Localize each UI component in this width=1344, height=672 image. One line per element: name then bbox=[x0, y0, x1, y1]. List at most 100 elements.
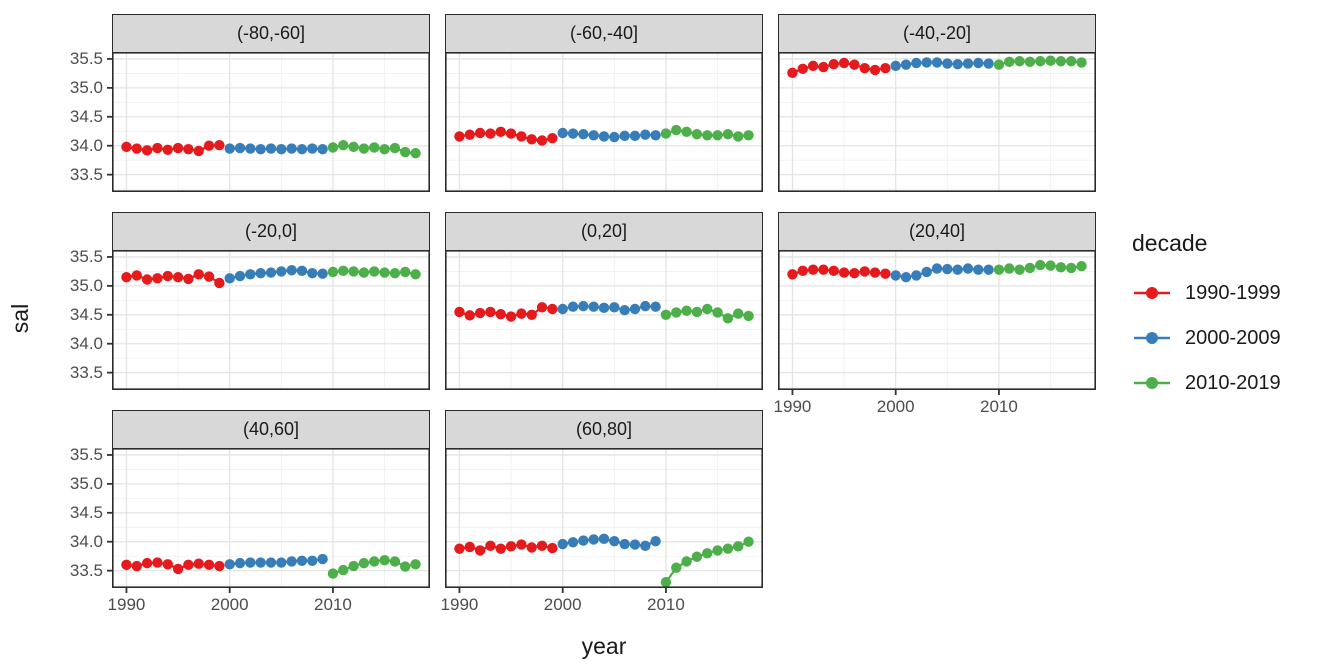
series-2010-2019 bbox=[660, 536, 754, 588]
grid-major bbox=[445, 250, 763, 390]
facet: (-60,-40] bbox=[445, 14, 763, 192]
series-2010-2019 bbox=[993, 55, 1087, 70]
y-tick-label: 34.5 bbox=[69, 304, 103, 324]
facet-panel bbox=[445, 448, 763, 593]
grid-minor bbox=[445, 250, 763, 390]
facet-strip-label: (-80,-60] bbox=[236, 23, 306, 43]
facet-panel bbox=[107, 52, 430, 192]
facet-strip-label: (40,60] bbox=[242, 419, 300, 439]
legend-key-icon bbox=[1134, 287, 1170, 299]
series-2010-2019 bbox=[327, 265, 421, 280]
x-tick-label: 2000 bbox=[210, 595, 249, 614]
legend-entry-label: 2000-2009 bbox=[1185, 326, 1281, 349]
facet: (-80,-60] bbox=[107, 14, 430, 192]
legend-entries: 1990-1999 2000-2009 2010-2019 bbox=[1132, 279, 1281, 397]
y-tick-label: 34.0 bbox=[69, 333, 103, 353]
series-1990-1999 bbox=[787, 264, 891, 280]
series-1990-1999 bbox=[454, 126, 558, 146]
axis-ticks bbox=[107, 58, 112, 176]
y-tick-label: 33.5 bbox=[69, 560, 103, 580]
grid-major bbox=[112, 250, 430, 390]
facet-strip-label: (-20,0] bbox=[244, 221, 298, 241]
y-tick-label: 35.0 bbox=[69, 275, 103, 295]
grid-major bbox=[445, 52, 763, 192]
y-tick-label: 35.5 bbox=[69, 48, 103, 68]
facet-strip-label: (-40,-20] bbox=[902, 23, 972, 43]
series-2010-2019 bbox=[327, 555, 421, 579]
facet-panel bbox=[107, 448, 430, 593]
legend-entry-label: 1990-1999 bbox=[1185, 281, 1281, 304]
facet-strip-label: (20,40] bbox=[908, 221, 966, 241]
x-tick-label: 2010 bbox=[980, 397, 1018, 416]
grid-minor bbox=[445, 52, 763, 192]
facet-panel bbox=[778, 250, 1096, 395]
series-2010-2019 bbox=[660, 124, 754, 142]
series-2000-2009 bbox=[224, 553, 328, 570]
facet-strip: (0,20] bbox=[445, 212, 763, 250]
series-2010-2019 bbox=[993, 259, 1087, 275]
series-2000-2009 bbox=[224, 265, 328, 284]
legend-key-icon bbox=[1134, 332, 1170, 344]
grid-major bbox=[778, 52, 1096, 192]
series-2010-2019 bbox=[660, 303, 754, 324]
y-tick-label: 35.5 bbox=[69, 246, 103, 266]
facet: (40,60] bbox=[107, 410, 430, 593]
facet: (0,20] bbox=[445, 212, 763, 390]
x-tick-label: 1990 bbox=[773, 397, 812, 416]
grid-minor bbox=[112, 52, 430, 192]
legend-entry-label: 2010-2019 bbox=[1185, 371, 1281, 394]
facet-strip: (20,40] bbox=[778, 212, 1096, 250]
y-tick-label: 34.5 bbox=[69, 106, 103, 126]
grid-major bbox=[112, 448, 430, 588]
facet-strip: (60,80] bbox=[445, 410, 763, 448]
series-2000-2009 bbox=[224, 142, 328, 155]
series-2000-2009 bbox=[557, 533, 661, 551]
facet-strip: (-20,0] bbox=[112, 212, 430, 250]
facet-strip: (-40,-20] bbox=[778, 14, 1096, 52]
axis-ticks bbox=[107, 256, 112, 374]
legend-entry: 2010-2019 bbox=[1132, 369, 1281, 397]
axis-ticks bbox=[791, 390, 1000, 395]
facet: (20,40] bbox=[778, 212, 1096, 395]
facet-strip: (-80,-60] bbox=[112, 14, 430, 52]
legend-key-icon bbox=[1134, 377, 1170, 389]
facet-panel bbox=[778, 52, 1096, 192]
facet: (-20,0] bbox=[107, 212, 430, 390]
y-tick-label: 35.0 bbox=[69, 77, 103, 97]
facet-panel bbox=[445, 52, 763, 192]
facet-strip: (-60,-40] bbox=[445, 14, 763, 52]
series-2000-2009 bbox=[557, 300, 661, 316]
series-1990-1999 bbox=[121, 269, 225, 289]
axis-ticks bbox=[458, 588, 667, 593]
legend-entry: 1990-1999 bbox=[1132, 279, 1281, 307]
grid-minor bbox=[778, 52, 1096, 192]
series-1990-1999 bbox=[454, 302, 558, 322]
axis-ticks bbox=[107, 454, 334, 593]
y-tick-label: 35.0 bbox=[69, 473, 103, 493]
facet-strip-label: (0,20] bbox=[580, 221, 628, 241]
facet-panel bbox=[445, 250, 763, 390]
facet: (-40,-20] bbox=[778, 14, 1096, 192]
y-tick-label: 34.0 bbox=[69, 531, 103, 551]
series-1990-1999 bbox=[121, 139, 225, 157]
legend-entry: 2000-2009 bbox=[1132, 324, 1281, 352]
y-tick-label: 35.5 bbox=[69, 444, 103, 464]
x-tick-label: 2000 bbox=[543, 595, 582, 614]
facet-strip: (40,60] bbox=[112, 410, 430, 448]
series-1990-1999 bbox=[454, 539, 558, 556]
series-2000-2009 bbox=[890, 263, 994, 283]
facet-strip-label: (60,80] bbox=[575, 419, 633, 439]
y-axis-title: sal bbox=[7, 303, 34, 334]
x-axis-title: year bbox=[581, 633, 627, 659]
x-tick-label: 1990 bbox=[440, 595, 479, 614]
x-tick-label: 2010 bbox=[647, 595, 685, 614]
grid-major bbox=[445, 448, 763, 588]
x-tick-label: 1990 bbox=[107, 595, 146, 614]
x-tick-label: 2000 bbox=[876, 397, 915, 416]
legend: decade 1990-1999 2000-2009 2010-2019 bbox=[1132, 230, 1281, 414]
legend-title: decade bbox=[1132, 230, 1208, 256]
y-tick-label: 33.5 bbox=[69, 362, 103, 382]
facet-strip-label: (-60,-40] bbox=[569, 23, 639, 43]
